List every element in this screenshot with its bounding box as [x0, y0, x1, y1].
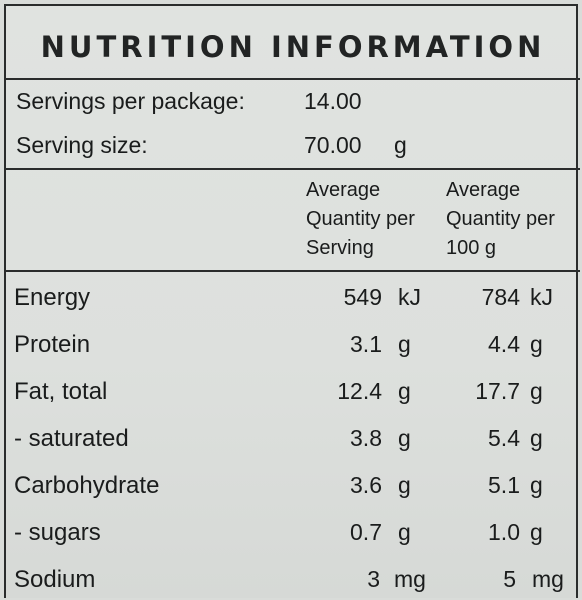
per-100g-unit: g — [530, 331, 543, 357]
nutrition-panel: NUTRITION INFORMATION Servings per packa… — [4, 4, 580, 598]
per-serving-unit: g — [398, 472, 411, 498]
serving-size-value: 70.00 — [304, 132, 362, 158]
per-serving-value: 3 — [367, 566, 380, 592]
divider-body — [6, 270, 580, 272]
per-serving-value: 3.1 — [350, 331, 382, 357]
per-100g-unit: g — [530, 472, 543, 498]
nutrient-label: Protein — [14, 331, 91, 358]
per-100g-value: 5.4 — [488, 425, 520, 451]
per-serving-value: 3.6 — [350, 472, 382, 498]
column-header-per-serving: Average Quantity per Serving — [306, 176, 415, 263]
per-serving-value: 3.8 — [350, 425, 382, 451]
per-100g-value: 17.7 — [475, 378, 520, 404]
per-serving-unit: g — [398, 519, 411, 545]
column-header-line: Quantity per — [446, 208, 555, 230]
serving-size-label: Serving size: — [16, 132, 148, 158]
per-serving-unit: g — [398, 331, 411, 357]
column-header-line: Serving — [306, 237, 374, 259]
per-serving-unit: g — [398, 378, 411, 404]
nutrient-label: - sugars — [14, 519, 101, 546]
nutrient-label: Fat, total — [14, 378, 108, 405]
per-100g-unit: kJ — [530, 284, 553, 310]
per-serving-value: 0.7 — [350, 519, 382, 545]
per-100g-value: 4.4 — [488, 331, 520, 357]
column-header-line: 100 g — [446, 237, 497, 259]
divider-header — [6, 168, 580, 170]
per-serving-value: 12.4 — [337, 378, 382, 404]
servings-value: 14.00 — [304, 88, 362, 114]
per-100g-unit: g — [530, 425, 543, 451]
servings-label: Servings per package: — [16, 88, 245, 114]
divider-title — [6, 78, 580, 80]
per-serving-unit: kJ — [398, 284, 421, 310]
per-100g-value: 1.0 — [488, 519, 520, 545]
per-100g-value: 5.1 — [488, 472, 520, 498]
column-header-per-100g: Average Quantity per 100 g — [446, 176, 555, 263]
nutrient-label: Sodium — [14, 566, 96, 593]
column-header-line: Average — [446, 179, 521, 201]
serving-size-unit: g — [394, 132, 407, 158]
column-header-line: Average — [306, 179, 381, 201]
per-100g-value: 784 — [481, 284, 520, 310]
per-100g-unit: mg — [532, 566, 564, 592]
nutrient-label: Carbohydrate — [14, 472, 160, 499]
nutrient-label: Energy — [14, 284, 91, 311]
per-serving-unit: g — [398, 425, 411, 451]
column-header-line: Quantity per — [306, 208, 415, 230]
per-100g-unit: g — [530, 519, 543, 545]
nutrient-label: - saturated — [14, 425, 129, 452]
per-100g-unit: g — [530, 378, 543, 404]
per-serving-unit: mg — [394, 566, 426, 592]
per-serving-value: 549 — [343, 284, 382, 310]
panel-title: NUTRITION INFORMATION — [40, 30, 546, 64]
per-100g-value: 5 — [503, 566, 516, 592]
